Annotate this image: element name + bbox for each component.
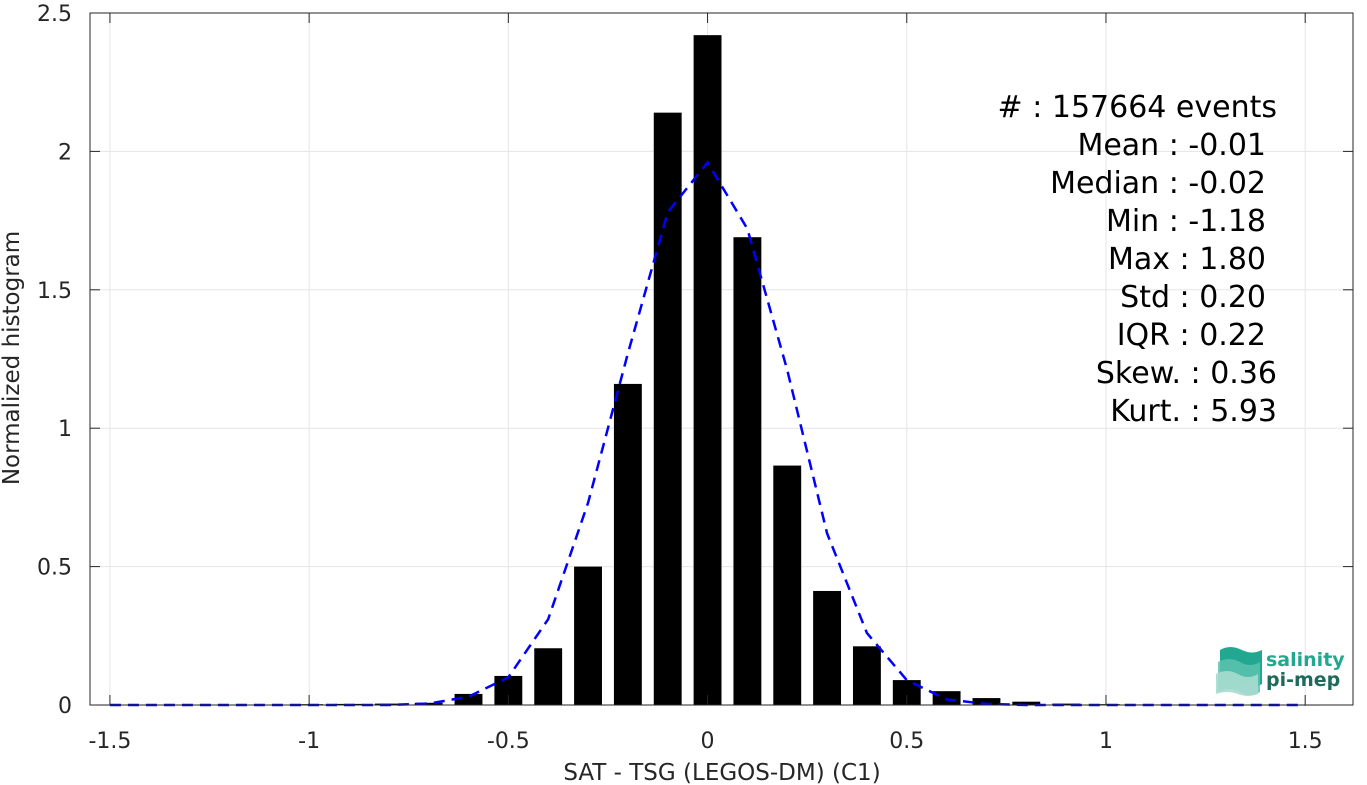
plot-frame [89, 12, 1354, 706]
axes [89, 12, 1354, 706]
y-tick-label: 1.5 [37, 279, 72, 304]
histogram-bar [414, 702, 443, 705]
histogram-bar [693, 35, 722, 706]
stat-median: Median : -0.02 [1050, 166, 1266, 201]
stat-events: # : 157664 events [998, 90, 1277, 125]
y-tick-label: 2.5 [37, 2, 72, 27]
logo-line-2: pi-mep [1266, 669, 1340, 691]
tick-labels: -1.5 -1 -0.5 0 0.5 1 1.5 0 0.5 1 1.5 2 2.5 [37, 2, 1323, 754]
histogram-bar [574, 566, 602, 705]
x-tick-label: -0.5 [487, 729, 530, 754]
stat-skew: Skew. : 0.36 [1096, 356, 1277, 391]
x-tick-label: -1 [298, 729, 320, 754]
x-tick-label: 1 [1099, 729, 1113, 754]
histogram-bar [852, 646, 881, 705]
histogram-bar [534, 648, 563, 705]
histogram-bars [95, 35, 1320, 706]
y-tick-label: 1 [58, 417, 72, 442]
stat-iqr: IQR : 0.22 [1117, 318, 1266, 353]
histogram-bar [613, 383, 642, 705]
histogram-bar [1012, 701, 1041, 705]
wave-logo-icon [1216, 647, 1262, 696]
x-tick-label: -1.5 [88, 729, 131, 754]
y-tick-label: 0.5 [37, 556, 72, 581]
histogram-bar [733, 237, 762, 705]
stat-std: Std : 0.20 [1120, 280, 1266, 315]
x-tick-label: 0.5 [889, 729, 924, 754]
y-tick-label: 0 [58, 694, 72, 719]
statistics-annotation: # : 157664 events Mean : -0.01 Median : … [998, 90, 1277, 429]
logo-line-1: salinity [1266, 649, 1345, 671]
stat-min: Min : -1.18 [1106, 204, 1266, 239]
histogram-bar [1052, 703, 1081, 705]
y-tick-label: 2 [58, 140, 72, 165]
x-tick-label: 1.5 [1288, 729, 1323, 754]
stat-kurt: Kurt. : 5.93 [1110, 394, 1277, 429]
salinity-pimep-logo: salinity pi-mep [1216, 647, 1345, 696]
stat-mean: Mean : -0.01 [1077, 128, 1266, 163]
histogram-bar [972, 698, 1001, 705]
histogram-bar [773, 465, 802, 705]
x-tick-label: 0 [701, 729, 715, 754]
y-axis-title: Normalized histogram [0, 231, 25, 485]
x-axis-title: SAT - TSG (LEGOS-DM) (C1) [563, 760, 880, 785]
histogram-bar [813, 590, 842, 705]
stat-max: Max : 1.80 [1108, 242, 1266, 277]
histogram-bar [454, 693, 483, 705]
histogram-bar [653, 112, 682, 705]
